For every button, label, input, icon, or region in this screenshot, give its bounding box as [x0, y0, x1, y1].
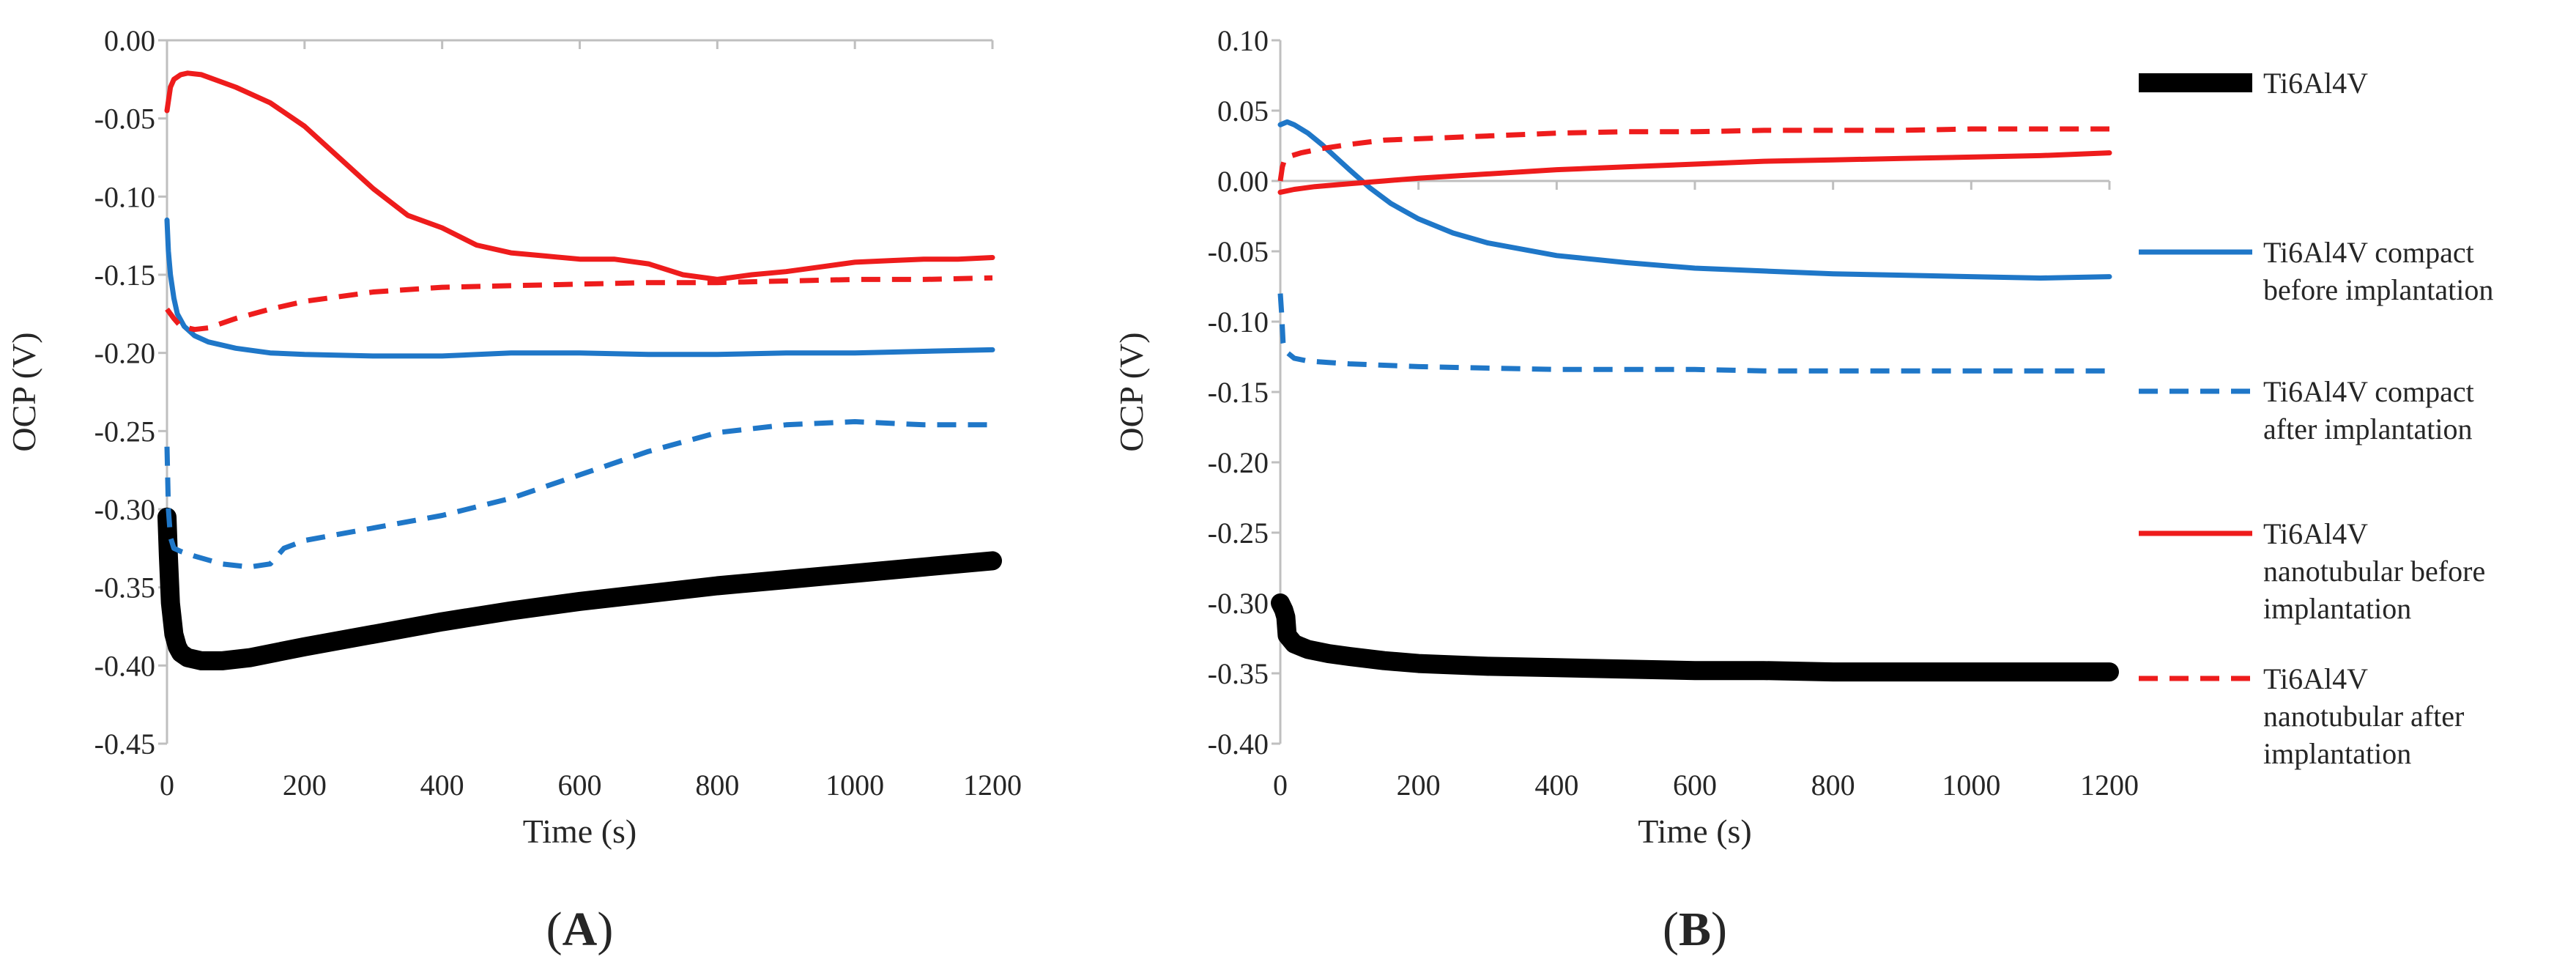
series-line-3	[1277, 293, 2109, 374]
x-tick-label: 1200	[963, 769, 1022, 802]
x-tick-label: 1000	[825, 769, 884, 802]
y-tick-label: -0.35	[1208, 657, 1269, 690]
series-line-3	[164, 419, 992, 570]
x-axis-title: Time (s)	[523, 813, 637, 850]
x-axis-title: Time (s)	[1638, 813, 1752, 850]
panel-label: (A)	[546, 903, 614, 956]
y-tick-label: -0.35	[94, 571, 155, 604]
legend-label-5: Ti6Al4V	[2263, 662, 2368, 695]
y-tick-label: -0.45	[94, 728, 155, 761]
series-line-1	[1271, 593, 2119, 682]
series-line-5	[1277, 126, 2109, 182]
y-tick-label: 0.05	[1217, 95, 1269, 127]
legend-label-4: implantation	[2263, 592, 2411, 625]
chart-b: 0.10 0.05 0.00 -0.05 -0.10 -0.15 -0.20 -0.25 -0.…	[1113, 24, 2139, 956]
legend-label-3: after implantation	[2263, 412, 2472, 445]
y-axis-title: OCP (V)	[1113, 332, 1150, 451]
legend-label-1: Ti6Al4V	[2263, 67, 2368, 100]
legend-label-4: Ti6Al4V	[2263, 517, 2368, 550]
legend-label-5: nanotubular after	[2263, 700, 2464, 733]
series-line-1	[157, 507, 1002, 670]
y-tick-label: -0.40	[1208, 728, 1269, 761]
y-tick-label: -0.05	[94, 103, 155, 136]
legend-label-2: before implantation	[2263, 273, 2493, 306]
x-tick-label: 400	[1534, 769, 1578, 802]
x-tick-label: 600	[1673, 769, 1717, 802]
y-tick-label: -0.40	[94, 649, 155, 682]
y-tick-label: -0.20	[94, 337, 155, 370]
x-tick-label: 200	[1397, 769, 1441, 802]
y-tick-label: -0.30	[1208, 587, 1269, 620]
y-tick-label: -0.20	[1208, 446, 1269, 479]
chart-a: 0.00 -0.05 -0.10 -0.15 -0.20 -0.25 -0.30 -0.35 -…	[5, 24, 1022, 956]
y-tick-label: -0.05	[1208, 235, 1269, 268]
y-tick-label: 0.00	[1217, 165, 1269, 198]
y-tick-label: 0.10	[1217, 24, 1269, 57]
x-tick-label: 0	[1273, 769, 1288, 802]
series-line-5	[165, 275, 993, 333]
x-tick-label: 0	[160, 769, 174, 802]
y-axis-title: OCP (V)	[5, 332, 42, 451]
y-tick-label: -0.25	[94, 415, 155, 448]
legend-label-5: implantation	[2263, 737, 2411, 770]
legend-label-4: nanotubular before	[2263, 555, 2485, 588]
y-tick-label: -0.15	[94, 259, 155, 292]
x-tick-label: 400	[420, 769, 464, 802]
y-tick-label: -0.25	[1208, 517, 1269, 550]
panel-label: (B)	[1663, 903, 1727, 956]
y-tick-label: -0.30	[94, 493, 155, 526]
y-tick-label: -0.10	[94, 180, 155, 213]
series-line-2	[1277, 119, 2112, 281]
x-tick-label: 1000	[1942, 769, 2000, 802]
y-tick-label: -0.10	[1208, 306, 1269, 338]
y-tick-label: -0.15	[1208, 376, 1269, 409]
x-tick-label: 600	[558, 769, 602, 802]
x-tick-label: 800	[695, 769, 739, 802]
series-line-2	[164, 217, 995, 359]
legend: Ti6Al4V Ti6Al4V compact before implantatio…	[2139, 67, 2493, 770]
series-line-4	[1277, 150, 2112, 195]
series-line-4	[164, 70, 995, 282]
x-tick-label: 200	[283, 769, 327, 802]
x-tick-label: 800	[1811, 769, 1855, 802]
legend-label-2: Ti6Al4V compact	[2263, 236, 2474, 269]
legend-label-3: Ti6Al4V compact	[2263, 375, 2474, 408]
y-tick-label: 0.00	[104, 24, 155, 57]
x-tick-label: 1200	[2080, 769, 2139, 802]
